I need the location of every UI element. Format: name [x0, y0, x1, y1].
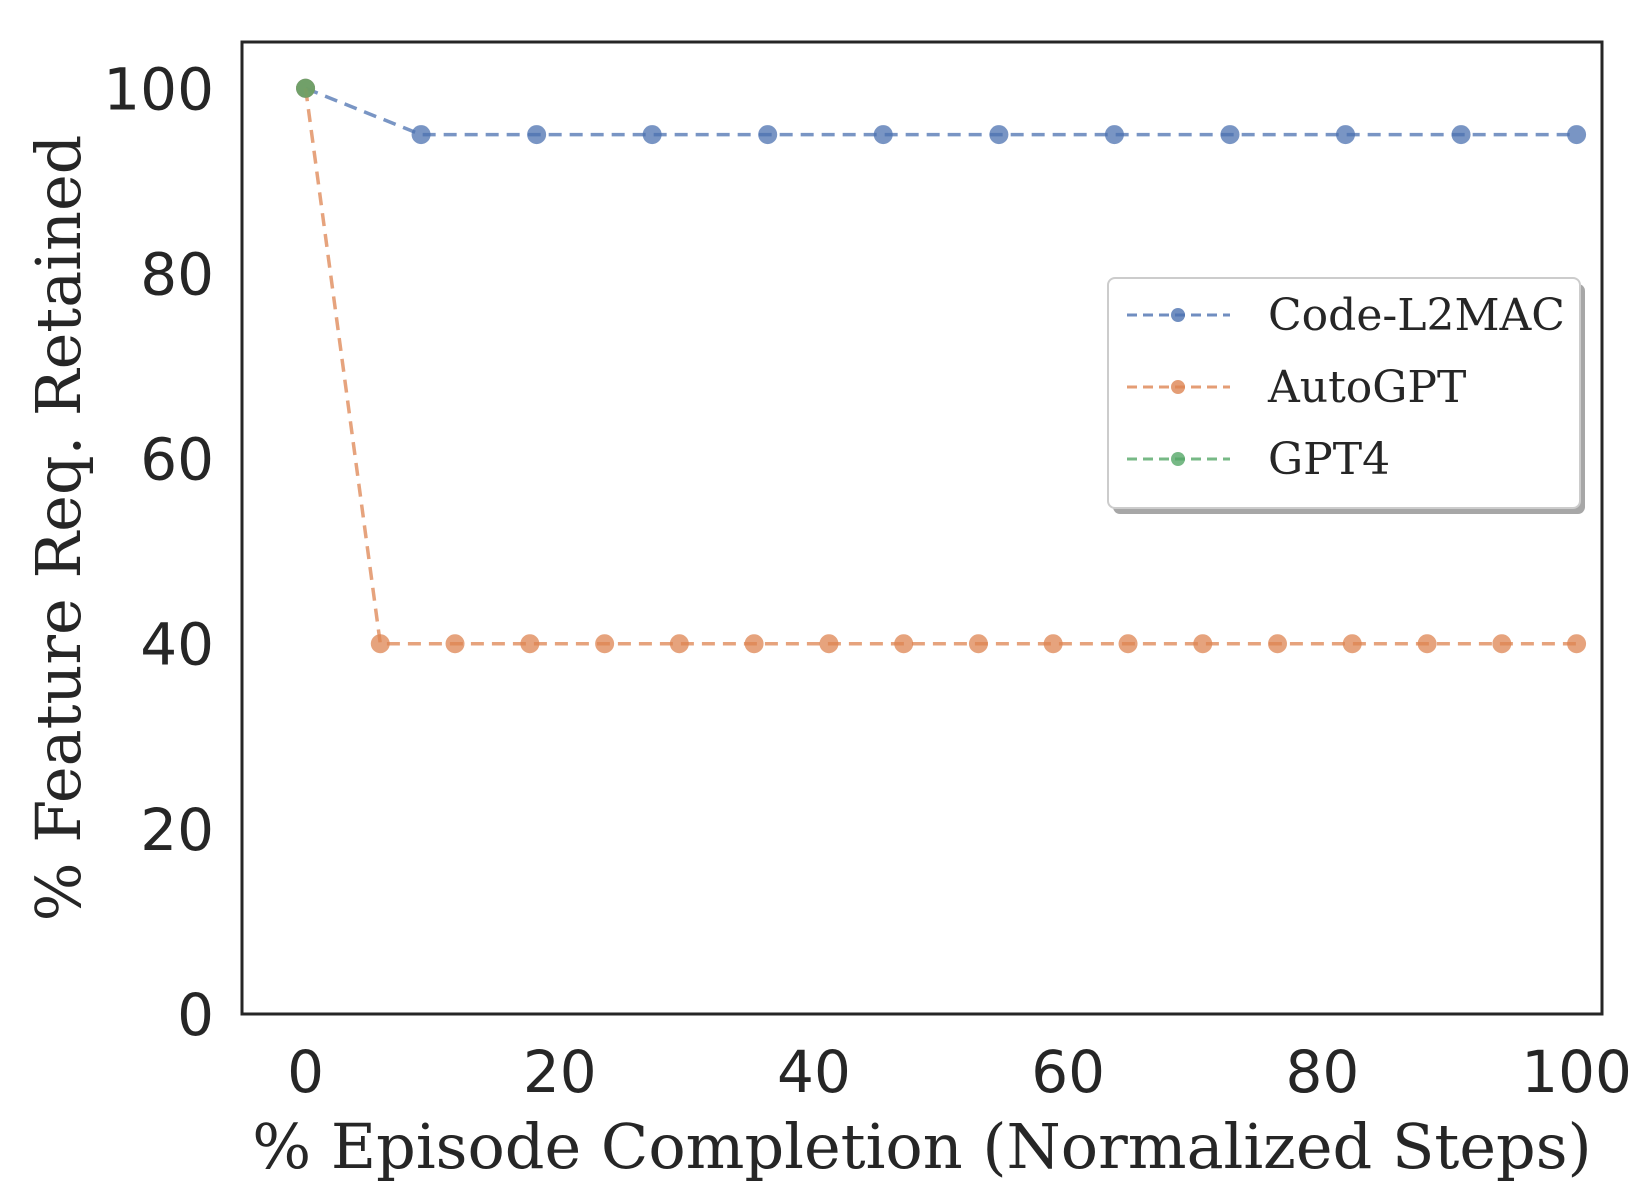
axis-ticks: 0 20 40 60 80 100 0 20 40 60 80 100	[103, 55, 1632, 1106]
y-tick-label: 80	[140, 240, 214, 308]
data-point	[744, 634, 764, 654]
data-point	[873, 125, 893, 145]
x-tick-label: 60	[1031, 1038, 1105, 1106]
x-tick-label: 0	[287, 1038, 324, 1106]
legend-item: Code-L2MAC	[1127, 290, 1565, 341]
data-point	[520, 634, 540, 654]
series-line	[304, 86, 1577, 137]
data-point	[1193, 634, 1213, 654]
legend-marker	[1171, 452, 1185, 466]
x-tick-label: 20	[523, 1038, 597, 1106]
data-point	[1492, 634, 1512, 654]
data-point	[1417, 634, 1437, 654]
y-tick-label: 100	[103, 55, 214, 123]
legend-marker	[1171, 380, 1185, 394]
data-point	[296, 78, 316, 98]
axes-frame	[240, 40, 1604, 1016]
series-gpt4	[296, 78, 316, 98]
legend-item: GPT4	[1127, 434, 1390, 485]
data-point	[1342, 634, 1362, 654]
y-tick-label: 0	[177, 981, 214, 1049]
data-point	[989, 125, 1009, 145]
data-point	[1104, 125, 1124, 145]
legend-box	[1107, 277, 1581, 509]
data-point	[1043, 634, 1063, 654]
y-tick-label: 40	[140, 611, 214, 679]
data-point	[819, 634, 839, 654]
series-code-l2mac	[296, 78, 1587, 145]
data-point	[1336, 125, 1356, 145]
legend-item: AutoGPT	[1127, 362, 1466, 413]
x-tick-label: 40	[777, 1038, 851, 1106]
data-point	[1451, 125, 1471, 145]
data-point	[968, 634, 988, 654]
x-tick-label: 80	[1285, 1038, 1359, 1106]
x-tick-label: 100	[1521, 1038, 1632, 1106]
data-point	[1567, 125, 1587, 145]
series-line	[303, 88, 1577, 646]
data-point	[1118, 634, 1138, 654]
data-point	[894, 634, 914, 654]
data-point	[370, 634, 390, 654]
data-point	[445, 634, 465, 654]
y-tick-label: 20	[140, 796, 214, 864]
y-axis-label: % Feature Req. Retained	[22, 135, 95, 922]
y-tick-label: 60	[140, 426, 214, 494]
legend-marker	[1171, 308, 1185, 322]
data-point	[1567, 634, 1587, 654]
legend-label: Code-L2MAC	[1268, 290, 1565, 341]
legend: Code-L2MAC AutoGPT GPT4	[1107, 277, 1585, 514]
data-point	[527, 125, 547, 145]
legend-label: GPT4	[1268, 434, 1390, 485]
data-point	[1220, 125, 1240, 145]
data-point	[411, 125, 431, 145]
legend-label: AutoGPT	[1267, 362, 1466, 413]
data-point	[669, 634, 689, 654]
x-axis-label: % Episode Completion (Normalized Steps)	[252, 1110, 1591, 1183]
data-point	[758, 125, 778, 145]
data-point	[595, 634, 615, 654]
data-point	[1268, 634, 1288, 654]
plot-area	[296, 78, 1587, 654]
data-point	[642, 125, 662, 145]
